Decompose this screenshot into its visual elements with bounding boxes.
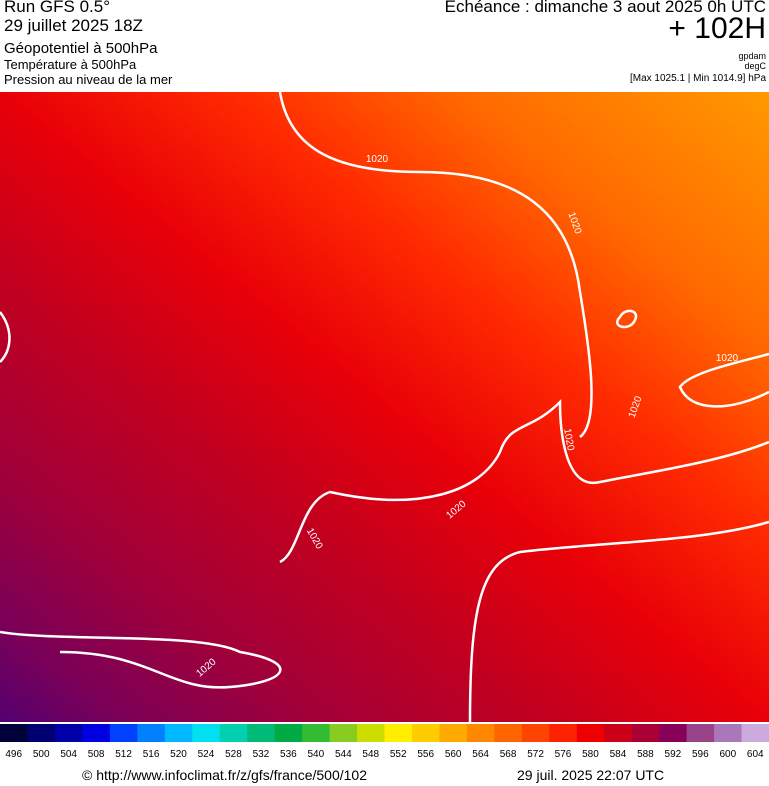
pressure-range: [Max 1025.1 | Min 1014.9] hPa (629, 73, 766, 84)
lead-time: + 102H (668, 12, 766, 45)
color-swatch (466, 724, 495, 742)
colorbar-label: 600 (719, 749, 736, 760)
colorbar-label: 496 (5, 749, 22, 760)
colorbar-label: 556 (417, 749, 434, 760)
field-label: Pression au niveau de la mer (4, 72, 173, 87)
colorbar-label: 576 (555, 749, 572, 760)
color-swatch (741, 724, 769, 742)
colorbar-label: 604 (747, 749, 764, 760)
colorbar-label: 532 (253, 749, 270, 760)
color-swatch (576, 724, 605, 742)
color-swatch (686, 724, 715, 742)
isobar-label: 1020 (716, 353, 739, 364)
colorbar-label: 520 (170, 749, 187, 760)
map: 1020 1020 1020 1020 1020 1020 1020 1020 (0, 92, 769, 722)
color-swatch (164, 724, 193, 742)
source-url: © http://www.infoclimat.fr/z/gfs/france/… (82, 767, 367, 783)
color-swatch (631, 724, 660, 742)
color-swatch (302, 724, 331, 742)
colorbar-label: 528 (225, 749, 242, 760)
field-label: Géopotentiel à 500hPa (4, 40, 158, 57)
colorbar-label: 512 (115, 749, 132, 760)
forecast-time: Echéance : dimanche 3 aout 2025 0h UTC (444, 0, 766, 16)
colorbar-label: 572 (527, 749, 544, 760)
colorbar-label: 552 (390, 749, 407, 760)
color-swatch (192, 724, 221, 742)
color-swatch (604, 724, 633, 742)
color-swatch (219, 724, 248, 742)
color-swatch (247, 724, 276, 742)
color-swatch (521, 724, 550, 742)
colorbar-label: 524 (198, 749, 215, 760)
colorbar-label: 580 (582, 749, 599, 760)
color-swatch (54, 724, 83, 742)
temperature-field (0, 92, 769, 722)
color-swatch (659, 724, 688, 742)
isobars (0, 92, 769, 722)
color-swatch (82, 724, 111, 742)
colorbar-label: 596 (692, 749, 709, 760)
colorbar-label: 548 (362, 749, 379, 760)
colorbar: 496 500 504 508 512 516 520 524 528 532 536 540 544 5… (0, 724, 769, 760)
color-swatch (411, 724, 440, 742)
colorbar-label: 544 (335, 749, 352, 760)
colorbar-label: 564 (472, 749, 489, 760)
color-swatch (0, 724, 28, 742)
colorbar-label: 500 (33, 749, 50, 760)
timestamp: 29 juil. 2025 22:07 UTC (517, 767, 665, 783)
colorbar-label: 568 (500, 749, 517, 760)
colorbar-label: 560 (445, 749, 462, 760)
colorbar-label: 588 (637, 749, 654, 760)
field-label: Température à 500hPa (4, 57, 137, 72)
color-swatch (549, 724, 578, 742)
color-swatch (27, 724, 56, 742)
unit: degC (744, 61, 766, 71)
color-swatch (109, 724, 138, 742)
color-swatch (494, 724, 523, 742)
run-date: 29 juillet 2025 18Z (4, 16, 143, 35)
color-swatch (329, 724, 358, 742)
colorbar-label: 592 (665, 749, 682, 760)
isobar-label: 1020 (366, 154, 389, 165)
color-swatch (137, 724, 166, 742)
colorbar-label: 504 (60, 749, 77, 760)
colorbar-label: 536 (280, 749, 297, 760)
colorbar-label: 540 (307, 749, 324, 760)
colorbar-label: 508 (88, 749, 105, 760)
color-swatch (357, 724, 385, 742)
isobar-label: 1020 (561, 428, 576, 452)
run-title: Run GFS 0.5° (4, 0, 111, 16)
color-swatch (714, 724, 743, 742)
color-swatch (274, 724, 303, 742)
unit: gpdam (738, 51, 766, 61)
color-swatch (439, 724, 468, 742)
color-swatch (384, 724, 413, 742)
colorbar-label: 584 (610, 749, 627, 760)
colorbar-label: 516 (143, 749, 160, 760)
